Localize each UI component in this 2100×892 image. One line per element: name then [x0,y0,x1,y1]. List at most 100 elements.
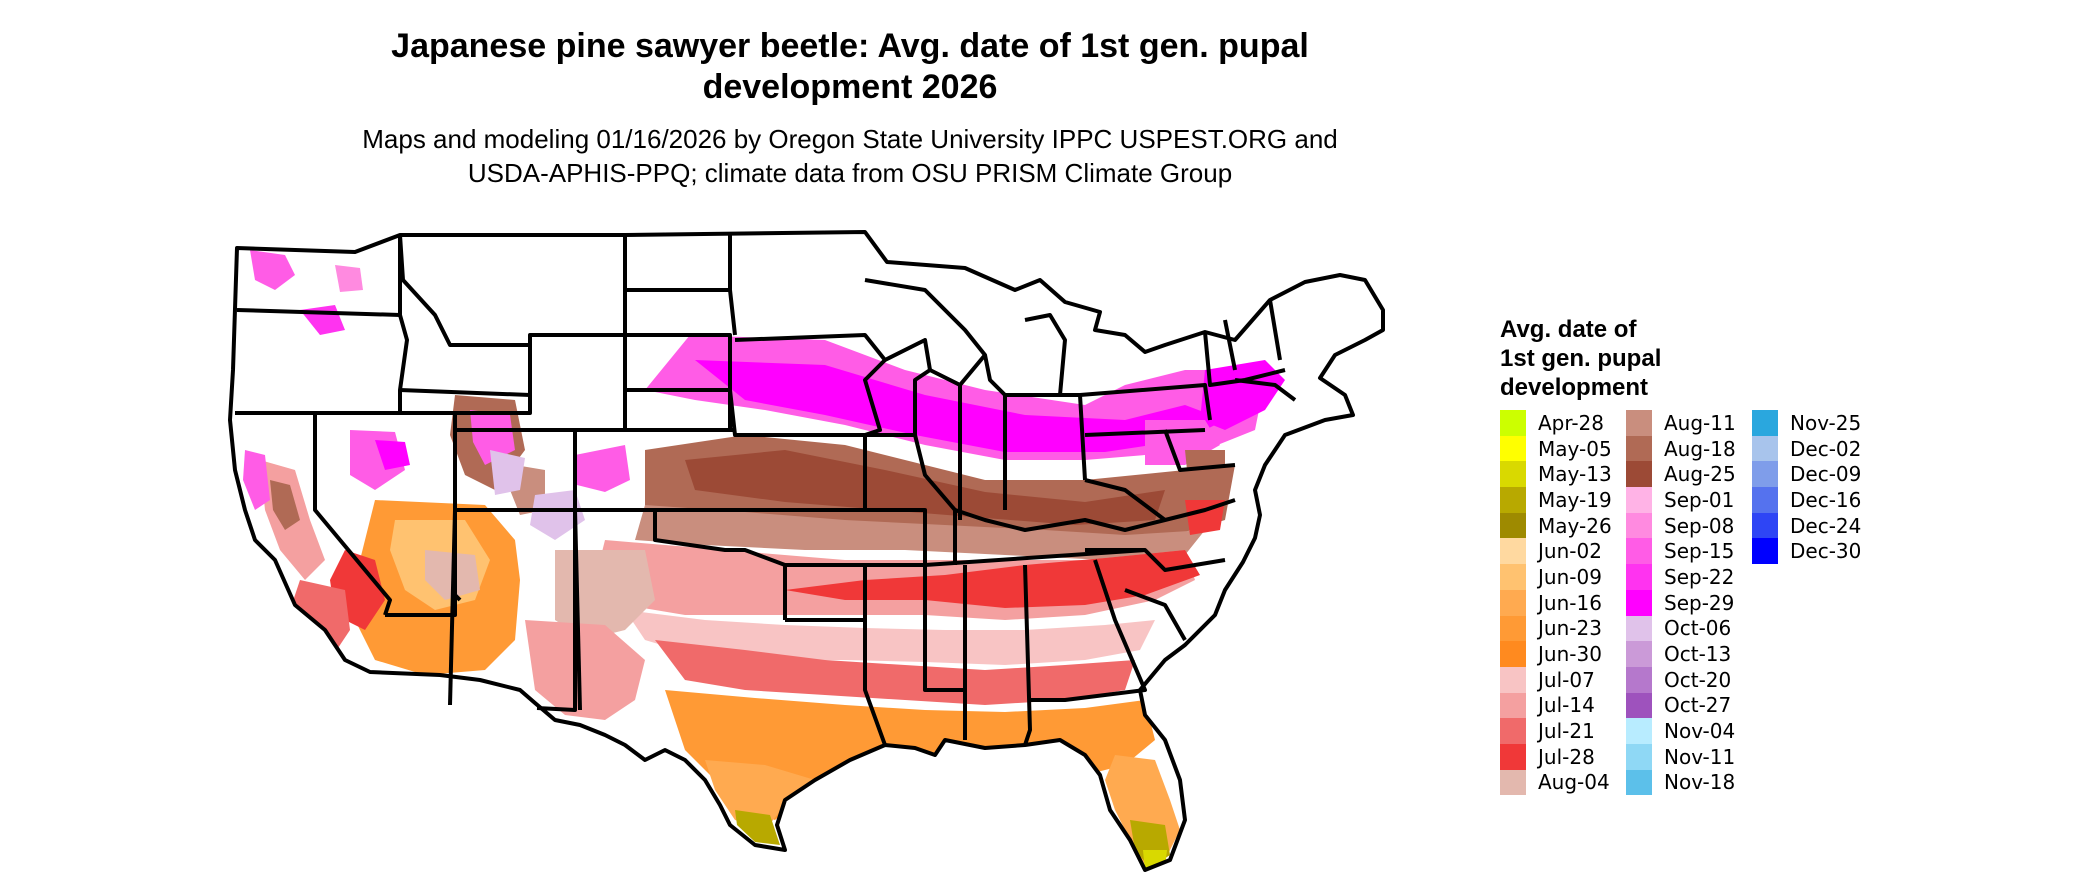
legend-item: Sep-08 [1626,512,1736,539]
legend-column-2: Aug-11 Aug-18 Aug-25 Sep-01 Sep-08 Sep-15 Sep-… [1626,410,1736,796]
legend-swatch [1500,743,1526,770]
legend-item: Jun-09 [1500,564,1612,590]
legend-item: Sep-29 [1626,589,1736,616]
legend-swatch [1752,410,1778,436]
legend-label: Sep-29 [1664,590,1735,615]
legend-item: Jun-02 [1500,538,1612,565]
legend-swatch [1626,641,1652,667]
legend-item: Nov-11 [1626,743,1736,770]
legend-swatch [1626,538,1652,565]
map-title-line-1: Japanese pine sawyer beetle: Avg. date o… [391,27,1309,65]
legend-swatch [1500,589,1526,616]
legend-item: Jun-23 [1500,615,1612,642]
legend-swatch [1626,461,1652,488]
legend-swatch [1626,589,1652,616]
legend-item: Oct-06 [1626,615,1736,642]
legend-label: Jun-30 [1538,642,1602,667]
legend-item: Dec-30 [1752,538,1862,565]
legend-title-line-3: development [1500,374,1649,401]
legend-label: May-26 [1538,513,1612,538]
legend-swatch [1500,461,1526,488]
legend-swatch [1626,692,1652,719]
legend-item: May-13 [1500,461,1612,488]
legend-swatch [1752,461,1778,488]
legend-item: Dec-09 [1752,461,1862,488]
legend-swatch [1500,564,1526,590]
legend-item: Jul-28 [1500,743,1612,770]
legend-swatch [1752,487,1778,513]
map-subtitle-line-2: USDA-APHIS-PPQ; climate data from OSU PR… [467,158,1233,188]
legend-swatch [1500,666,1526,693]
legend-label: Jul-28 [1538,744,1595,769]
legend-label: Sep-01 [1664,487,1735,512]
state-boundaries [228,230,1385,872]
legend-column-1: Apr-28 May-05 May-13 May-19 May-26 Jun-02 Jun-… [1500,410,1612,796]
legend-item: Dec-24 [1752,512,1862,539]
legend-item: Oct-27 [1626,692,1736,719]
legend-title-line-1: Avg. date of [1500,316,1637,343]
us-map [225,220,1465,890]
legend-swatch [1500,692,1526,719]
legend-swatch [1626,564,1652,590]
legend-swatch [1626,718,1652,744]
legend-item: Jun-16 [1500,589,1612,616]
legend-swatch [1500,615,1526,642]
legend-swatch [1500,435,1526,462]
legend-label: Sep-22 [1664,564,1735,589]
legend-label: Aug-25 [1664,462,1736,487]
map-subtitle-line-1: Maps and modeling 01/16/2026 by Oregon S… [362,124,1338,154]
legend-item: Jul-21 [1500,718,1612,744]
legend-item: Oct-20 [1626,666,1736,693]
legend-item: Sep-15 [1626,538,1736,565]
legend-label: Nov-11 [1664,744,1736,769]
legend-item: Sep-01 [1626,487,1736,513]
legend-swatch [1626,615,1652,642]
legend-swatch [1500,538,1526,565]
legend-item: Aug-18 [1626,435,1736,462]
legend-label: Jul-21 [1538,719,1595,744]
legend-label: Dec-24 [1790,513,1862,538]
legend-label: May-19 [1538,487,1612,512]
legend-label: Dec-09 [1790,462,1862,487]
legend-item: Oct-13 [1626,641,1736,667]
legend-swatch [1500,641,1526,667]
legend-swatch [1626,666,1652,693]
map-title: Japanese pine sawyer beetle: Avg. date o… [0,26,1700,108]
development-date-raster [230,232,1383,870]
legend-label: Sep-08 [1664,513,1735,538]
legend-label: May-13 [1538,462,1612,487]
legend-swatch [1626,435,1652,462]
legend-label: Oct-06 [1664,616,1732,641]
legend-item: Jul-14 [1500,692,1612,719]
legend-swatch [1500,487,1526,513]
legend-label: Apr-28 [1538,410,1604,435]
legend-label: Jun-09 [1538,564,1602,589]
legend-label: Nov-25 [1790,410,1862,435]
legend-label: Dec-30 [1790,539,1862,564]
legend-item: Dec-02 [1752,435,1862,462]
legend-item: Aug-04 [1500,769,1612,796]
legend-label: Aug-11 [1664,410,1736,435]
legend-label: Jun-23 [1538,616,1602,641]
legend-column-3: Nov-25 Dec-02 Dec-09 Dec-16 Dec-24 Dec-30 [1752,410,1862,565]
legend-label: Nov-04 [1664,719,1736,744]
legend-label: Dec-02 [1790,436,1862,461]
legend-label: May-05 [1538,436,1612,461]
legend-title: Avg. date of 1st gen. pupal development [1500,315,1760,402]
legend-label: Oct-27 [1664,693,1732,718]
legend-item: May-26 [1500,512,1612,539]
legend-label: Dec-16 [1790,487,1862,512]
legend-label: Sep-15 [1664,539,1735,564]
legend-swatch [1626,410,1652,436]
legend-item: Nov-04 [1626,718,1736,744]
legend-item: Aug-25 [1626,461,1736,488]
legend-label: Aug-04 [1538,770,1610,795]
legend-title-line-2: 1st gen. pupal [1500,345,1662,372]
legend-item: Sep-22 [1626,564,1736,590]
legend-swatch [1752,512,1778,539]
legend-label: Jun-16 [1538,590,1602,615]
legend-label: Nov-18 [1664,770,1736,795]
legend-item: Apr-28 [1500,410,1612,436]
legend-item: Dec-16 [1752,487,1861,513]
legend-swatch [1500,512,1526,539]
